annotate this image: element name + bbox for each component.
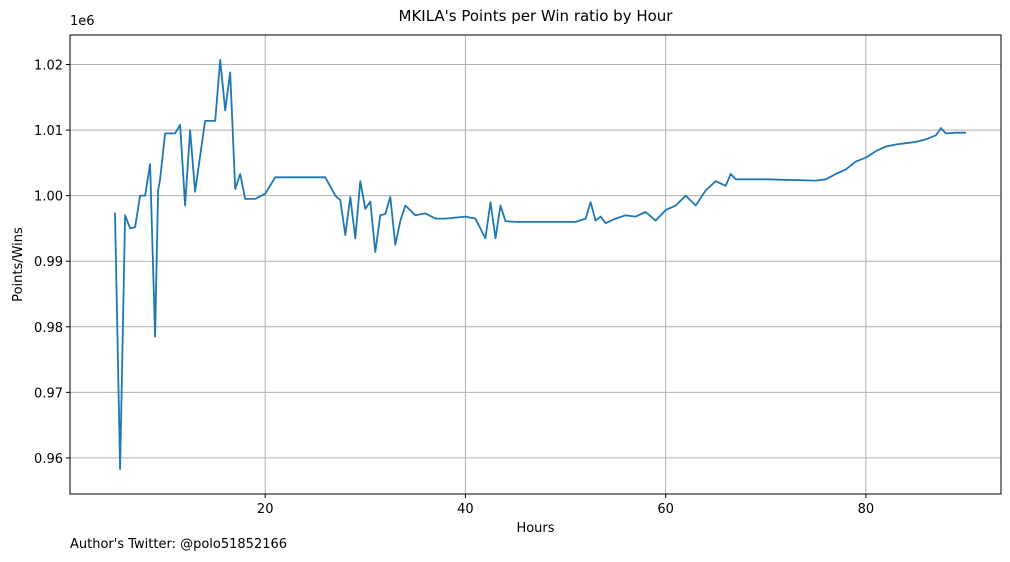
y-tick-label: 0.98 bbox=[34, 321, 63, 336]
series-lines bbox=[114, 59, 966, 471]
y-tick-label: 0.99 bbox=[34, 255, 63, 270]
x-tick-label: 20 bbox=[257, 502, 274, 517]
grid-lines bbox=[70, 35, 1001, 494]
y-axis-title: Points/Wins bbox=[11, 227, 26, 302]
chart-title: MKILA's Points per Win ratio by Hour bbox=[399, 7, 674, 25]
y-tick-label: 1.02 bbox=[34, 59, 63, 74]
axis-ticks: 20 40 60 80 0.96 0.97 0.98 0.99 1.00 1.01 1.02 bbox=[34, 59, 874, 517]
y-axis-offset-label: 1e6 bbox=[70, 14, 95, 29]
y-tick-label: 1.00 bbox=[34, 190, 63, 205]
x-axis-title: Hours bbox=[516, 521, 554, 536]
x-tick-label: 80 bbox=[858, 502, 875, 517]
y-tick-label: 0.97 bbox=[34, 386, 63, 401]
plot-frame bbox=[69, 34, 1002, 495]
author-credit: Author's Twitter: @polo51852166 bbox=[70, 537, 288, 552]
y-tick-label: 0.96 bbox=[34, 452, 63, 467]
series-line bbox=[114, 59, 966, 471]
x-tick-label: 60 bbox=[657, 502, 674, 517]
x-tick-label: 40 bbox=[457, 502, 474, 517]
y-tick-label: 1.01 bbox=[34, 124, 63, 139]
